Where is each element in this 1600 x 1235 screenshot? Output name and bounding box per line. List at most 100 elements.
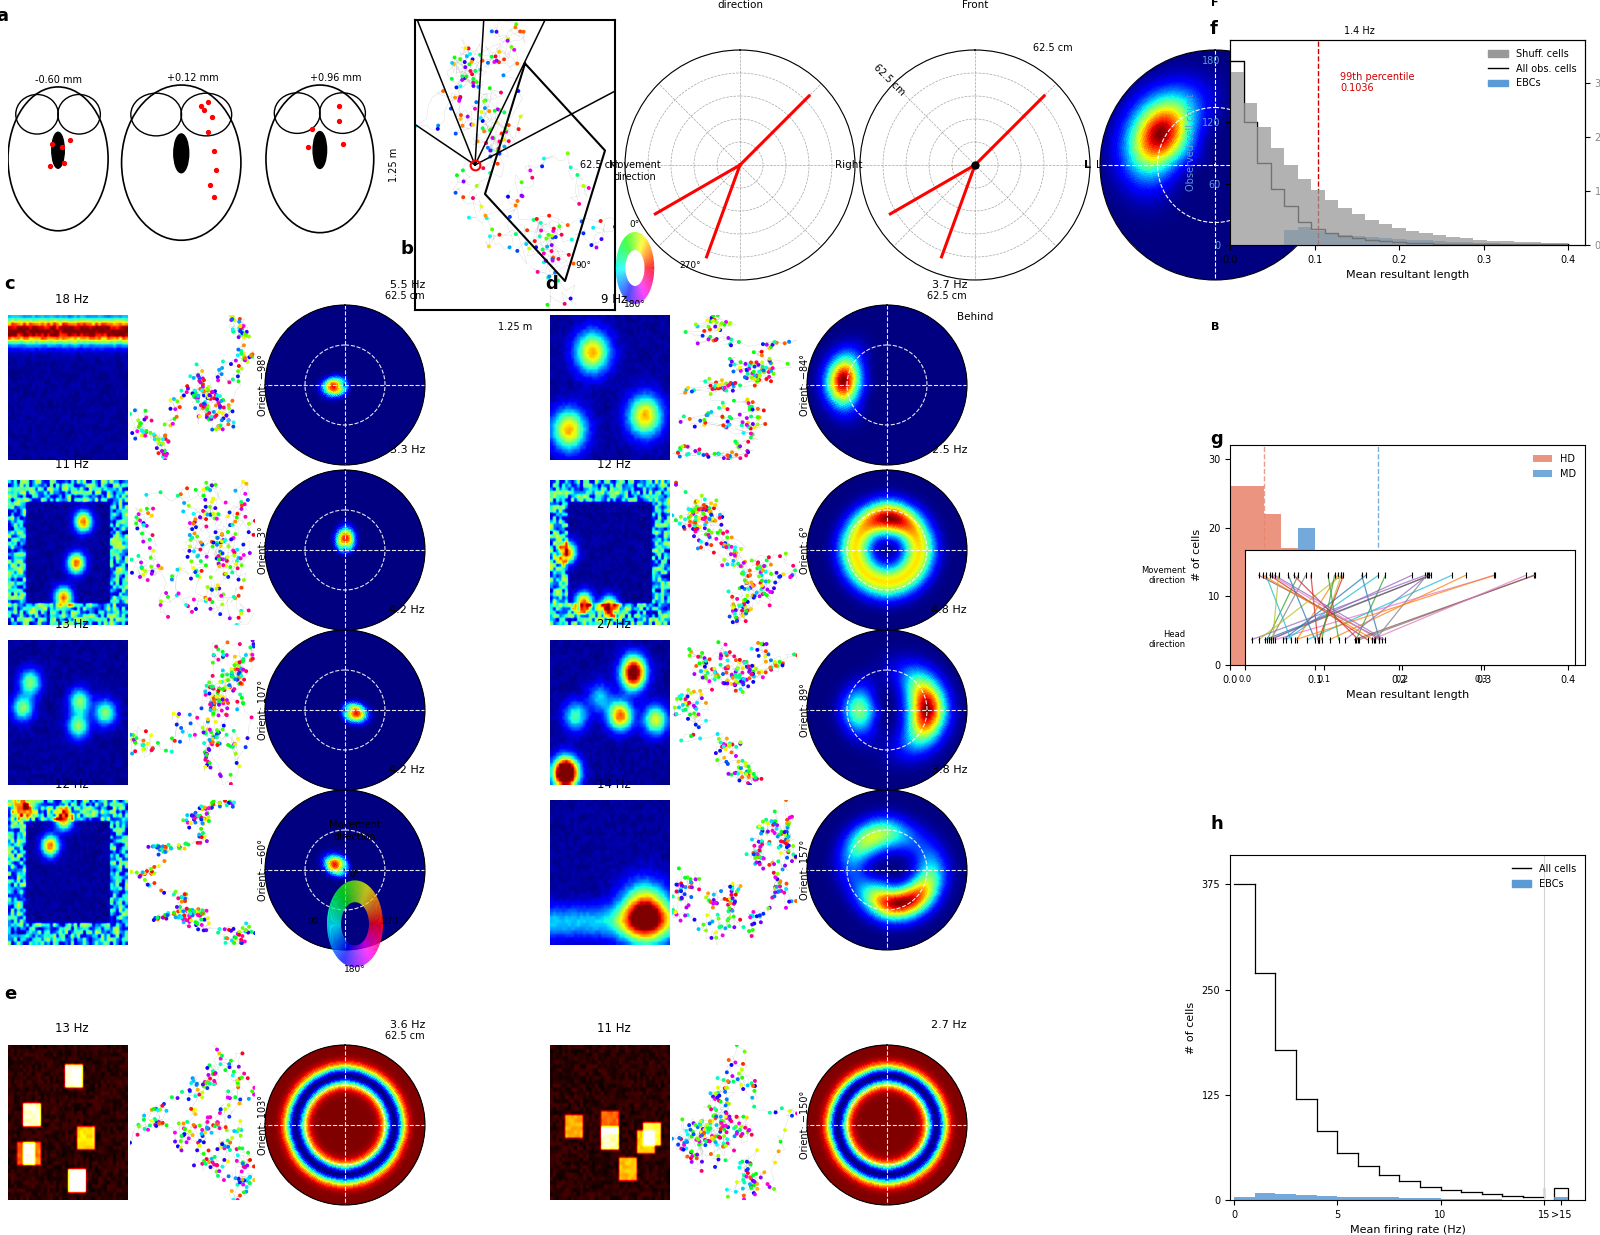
Point <box>197 403 222 422</box>
Point <box>742 1076 768 1095</box>
Bar <box>1310 190 1325 245</box>
Point <box>146 1100 171 1120</box>
Point <box>131 731 157 751</box>
Wedge shape <box>365 895 376 910</box>
Point <box>232 921 258 941</box>
Point <box>181 902 206 921</box>
Point <box>744 852 770 872</box>
Point <box>771 823 797 842</box>
Point <box>198 387 224 406</box>
Point <box>725 589 750 609</box>
Point <box>781 645 806 664</box>
Point <box>714 1103 739 1123</box>
Point <box>541 247 566 267</box>
Point <box>133 721 158 741</box>
Point <box>214 705 240 725</box>
Bar <box>1317 1195 1338 1200</box>
Wedge shape <box>338 890 346 908</box>
Point <box>680 1124 706 1144</box>
Point <box>707 1107 733 1126</box>
Point <box>483 112 509 132</box>
Point <box>208 543 234 563</box>
Point <box>746 567 771 587</box>
Point <box>152 851 178 871</box>
Point <box>205 576 230 595</box>
Point <box>190 374 216 394</box>
Bar <box>1434 637 1450 664</box>
Wedge shape <box>331 902 342 913</box>
Point <box>229 674 254 694</box>
Wedge shape <box>358 882 362 903</box>
Bar <box>1280 610 1298 664</box>
Point <box>130 740 155 760</box>
Point <box>198 695 224 715</box>
Point <box>682 704 707 724</box>
Point <box>195 1141 221 1161</box>
Point <box>747 816 773 836</box>
Point <box>216 793 242 813</box>
Point <box>720 900 746 920</box>
Point <box>210 679 235 699</box>
Wedge shape <box>344 884 349 904</box>
Point <box>182 517 208 537</box>
Point <box>197 1152 222 1172</box>
Point <box>704 923 730 942</box>
Point <box>686 443 712 463</box>
Point <box>197 677 222 697</box>
Bar <box>1352 236 1365 245</box>
Wedge shape <box>618 274 626 283</box>
Text: 62.5 cm: 62.5 cm <box>872 62 907 98</box>
Point <box>717 1110 742 1130</box>
Point <box>197 1073 222 1093</box>
Wedge shape <box>630 232 634 251</box>
Wedge shape <box>619 278 627 289</box>
Point <box>166 558 192 578</box>
Point <box>736 356 762 375</box>
Text: 62.5 cm: 62.5 cm <box>579 161 619 170</box>
Point <box>758 353 784 373</box>
Bar <box>1392 227 1406 245</box>
Point <box>738 1174 763 1194</box>
Point <box>226 1057 251 1077</box>
Point <box>749 352 774 372</box>
Point <box>715 671 741 690</box>
Point <box>758 811 784 831</box>
Point <box>702 377 728 396</box>
All obs. cells <box>1397 236 1416 251</box>
Wedge shape <box>645 270 654 274</box>
Wedge shape <box>368 932 381 941</box>
Point <box>216 506 242 526</box>
Point <box>698 1099 723 1119</box>
Wedge shape <box>366 897 378 911</box>
Point <box>784 892 810 911</box>
Point <box>758 657 784 677</box>
Point <box>202 1074 227 1094</box>
Point <box>704 1088 730 1108</box>
Point <box>718 666 744 685</box>
Point <box>189 903 214 923</box>
Point <box>691 445 717 464</box>
Point <box>704 1068 730 1088</box>
Point <box>754 551 779 571</box>
Point <box>456 54 482 74</box>
Point <box>755 645 781 664</box>
Point <box>734 573 760 593</box>
Point <box>773 821 798 841</box>
Point <box>210 543 235 563</box>
Point <box>722 763 747 783</box>
Point <box>736 657 762 677</box>
Point <box>602 217 627 237</box>
Point <box>738 578 763 598</box>
Point <box>678 887 704 906</box>
Point <box>730 1053 755 1073</box>
Wedge shape <box>621 279 627 291</box>
Point <box>701 331 726 351</box>
Point <box>734 762 760 782</box>
Point <box>226 558 251 578</box>
Point <box>752 556 778 576</box>
Wedge shape <box>616 263 626 266</box>
Text: Orient: 3°: Orient: 3° <box>258 526 267 574</box>
Point <box>205 725 230 745</box>
Point <box>466 77 491 96</box>
Point <box>683 315 709 335</box>
